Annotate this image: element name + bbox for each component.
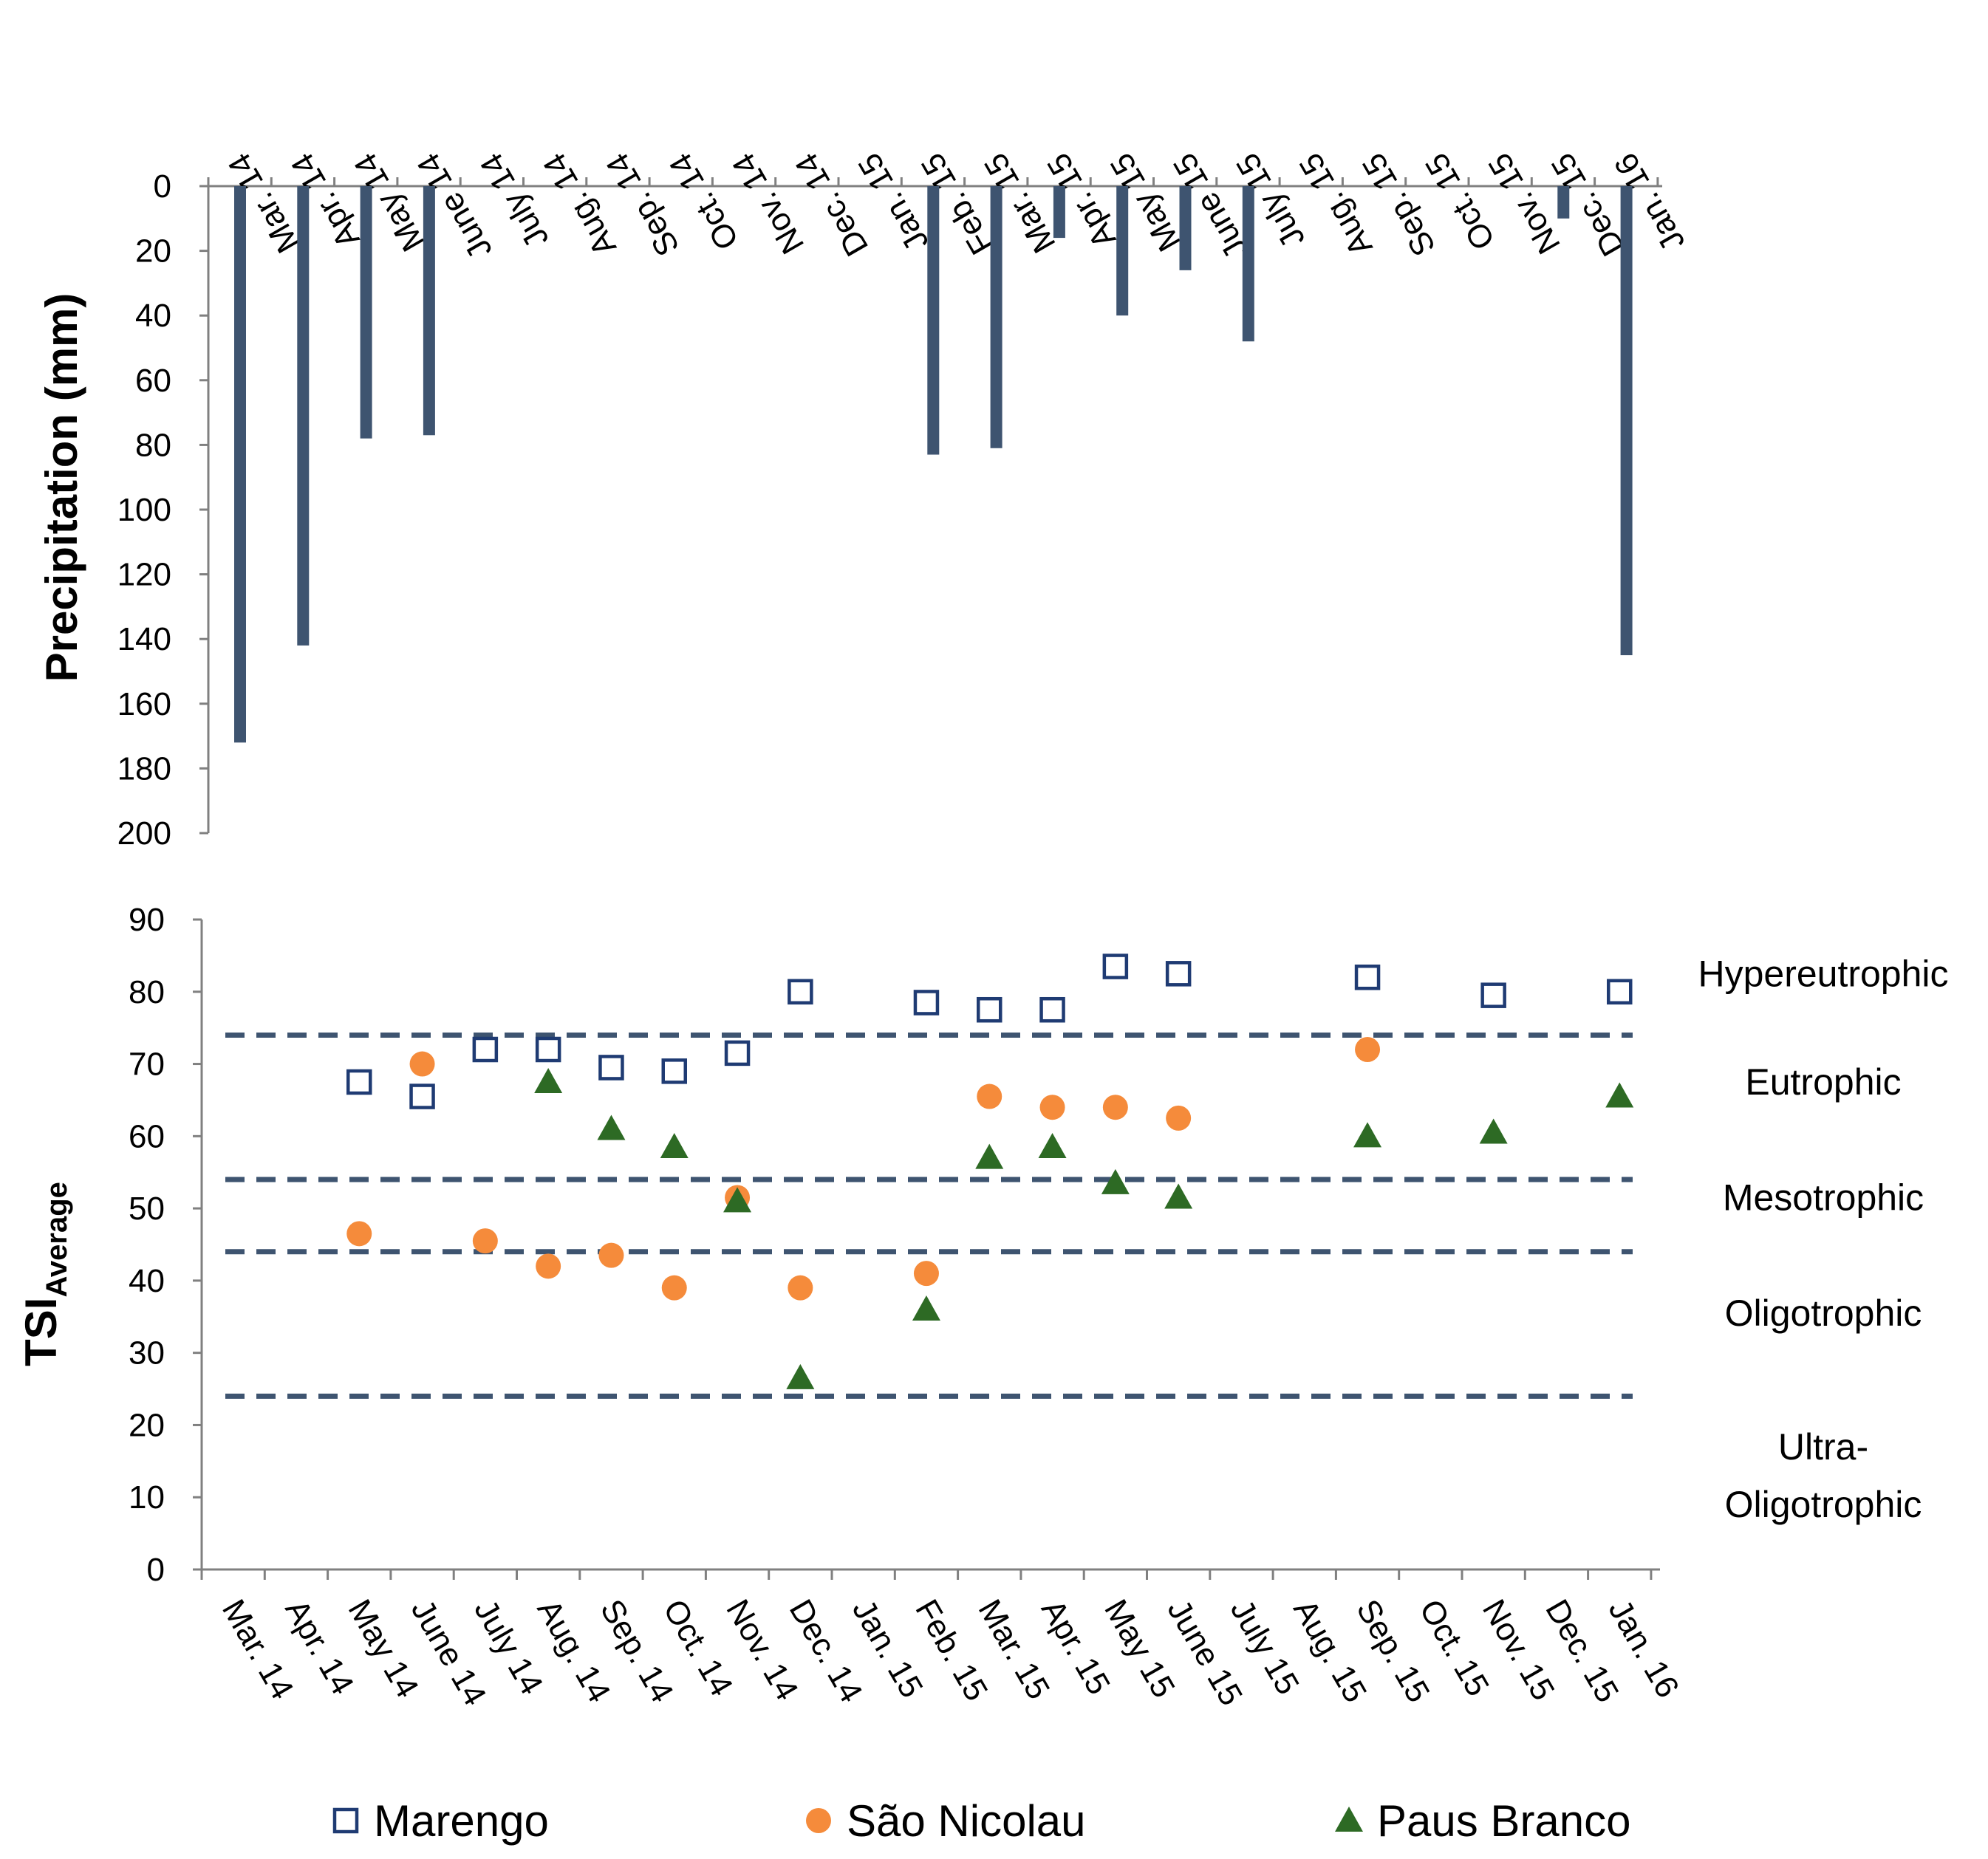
legend-label: Paus Branco [1377, 1796, 1631, 1846]
legend-item: Marengo [332, 1796, 549, 1846]
data-point [598, 1242, 624, 1268]
data-point [1355, 1037, 1381, 1062]
tsi-y-tick-label: 90 [129, 902, 165, 938]
precip-bar [1242, 186, 1254, 342]
tsi-y-tick-label: 10 [129, 1479, 165, 1516]
precip-y-tick-label: 40 [135, 298, 171, 334]
tsi-zone-label: Ultra- [1778, 1426, 1868, 1468]
precip-bar [1053, 186, 1065, 239]
tsi-y-tick-label: 50 [129, 1191, 165, 1227]
tsi-zone-label: Hypereutrophic [1698, 953, 1948, 994]
precip-y-tick-label: 140 [117, 621, 171, 657]
data-point [409, 1083, 435, 1109]
legend-marker [1335, 1807, 1363, 1832]
precip-bar [360, 186, 372, 439]
data-point [536, 1253, 561, 1279]
precip-y-axis-title: Precipitation (mm) [37, 293, 86, 682]
precip-bar [1116, 186, 1129, 316]
series-paus-branco [534, 1068, 1634, 1389]
data-point [1039, 1095, 1065, 1120]
data-point [786, 1363, 815, 1389]
tsi-zone-label: Oligotrophic [1725, 1484, 1922, 1525]
tsi-y-tick-label: 20 [129, 1407, 165, 1443]
data-point [1102, 954, 1129, 979]
legend-marker [332, 1807, 359, 1834]
data-point [724, 1040, 751, 1067]
legend-item: Paus Branco [1335, 1796, 1631, 1846]
data-point [1607, 979, 1633, 1005]
data-point [1101, 1168, 1130, 1194]
precip-y-tick-label: 60 [135, 363, 171, 399]
series-s-o-nicolau [346, 1037, 1381, 1301]
data-point [1102, 1095, 1128, 1120]
legend-marker [806, 1808, 831, 1833]
data-point [788, 1275, 813, 1301]
precip-bar [927, 186, 940, 455]
precip-y-tick-label: 0 [154, 168, 171, 205]
precip-bar [1557, 186, 1570, 219]
data-point [535, 1036, 561, 1063]
series-marengo [346, 954, 1633, 1109]
precip-y-tick-label: 160 [117, 686, 171, 722]
data-point [913, 990, 940, 1016]
tsi-y-tick-label: 0 [147, 1552, 165, 1588]
precip-bar [234, 186, 246, 743]
legend-label: São Nicolau [847, 1796, 1086, 1846]
data-point [661, 1058, 687, 1084]
data-point [1353, 1122, 1382, 1148]
data-point [346, 1221, 372, 1247]
legend-label: Marengo [374, 1796, 549, 1846]
tsi-zone-label: Eutrophic [1745, 1061, 1901, 1103]
legend: Marengo São Nicolau Paus Branco [332, 1796, 1631, 1846]
data-point [1605, 1082, 1634, 1108]
data-point [409, 1051, 435, 1077]
data-point [534, 1068, 563, 1093]
tsi-zone-label: Oligotrophic [1725, 1293, 1922, 1334]
precip-bar [1620, 186, 1633, 656]
data-point [913, 1261, 939, 1287]
precip-y-tick-label: 80 [135, 427, 171, 463]
data-point [661, 1275, 687, 1301]
precip-y-tick-label: 100 [117, 492, 171, 528]
precip-bar [990, 186, 1002, 448]
tsi-y-tick-label: 30 [129, 1335, 165, 1372]
precip-y-tick-label: 20 [135, 233, 171, 270]
data-point [1164, 1183, 1193, 1209]
data-point [1166, 1105, 1192, 1131]
data-point [472, 1036, 499, 1063]
data-point [660, 1133, 689, 1158]
data-point [975, 1143, 1004, 1169]
data-point [1354, 964, 1381, 990]
tsi-y-tick-label: 70 [129, 1047, 165, 1083]
data-point [1480, 982, 1506, 1008]
precip-y-tick-label: 120 [117, 557, 171, 593]
tsi-y-tick-label: 60 [129, 1118, 165, 1154]
data-point [1038, 1133, 1067, 1158]
tsi-y-axis-title: TSIAverage [16, 1182, 73, 1366]
precip-bar [297, 186, 310, 646]
data-point [977, 996, 1002, 1023]
data-point [1479, 1118, 1508, 1144]
data-point [1165, 961, 1192, 987]
legend-item: São Nicolau [806, 1796, 1086, 1846]
data-point [977, 1083, 1002, 1109]
data-point [598, 1055, 624, 1081]
data-point [1039, 996, 1065, 1023]
data-point [597, 1115, 626, 1140]
precip-bar [1179, 186, 1192, 270]
precip-y-tick-label: 180 [117, 750, 171, 787]
data-point [346, 1069, 372, 1095]
data-point [472, 1228, 498, 1254]
tsi-y-tick-label: 80 [129, 974, 165, 1010]
precip-bar [423, 186, 435, 436]
precip-y-tick-label: 200 [117, 815, 171, 852]
data-point [912, 1295, 940, 1321]
tsi-zone-label: Mesotrophic [1723, 1177, 1924, 1218]
data-point [723, 1187, 752, 1213]
data-point [788, 979, 813, 1005]
tsi-y-tick-label: 40 [129, 1263, 165, 1299]
